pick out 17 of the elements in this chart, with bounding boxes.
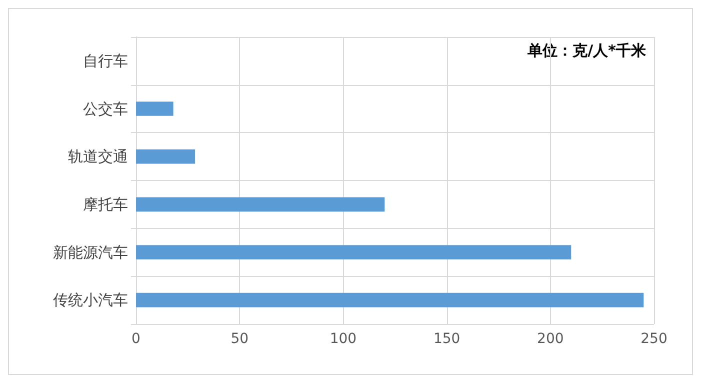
y-tick-label: 摩托车 xyxy=(83,195,128,214)
y-tick-label: 新能源汽车 xyxy=(53,243,128,262)
y-tick-label: 自行车 xyxy=(83,52,128,70)
y-tick-label: 轨道交通 xyxy=(68,148,128,166)
x-tick-label: 250 xyxy=(640,331,668,347)
x-tick-label: 50 xyxy=(230,331,249,347)
x-tick-label: 100 xyxy=(330,331,357,347)
x-tick-label: 150 xyxy=(433,331,460,347)
y-tick-label: 公交车 xyxy=(83,100,128,118)
bar xyxy=(136,197,385,212)
bar xyxy=(136,292,644,308)
bar xyxy=(136,102,174,116)
bar xyxy=(136,149,196,164)
x-tick-label: 0 xyxy=(132,331,140,347)
y-tick-label: 传统小汽车 xyxy=(53,291,128,310)
bar xyxy=(136,245,572,260)
x-tick-label: 200 xyxy=(537,331,564,347)
